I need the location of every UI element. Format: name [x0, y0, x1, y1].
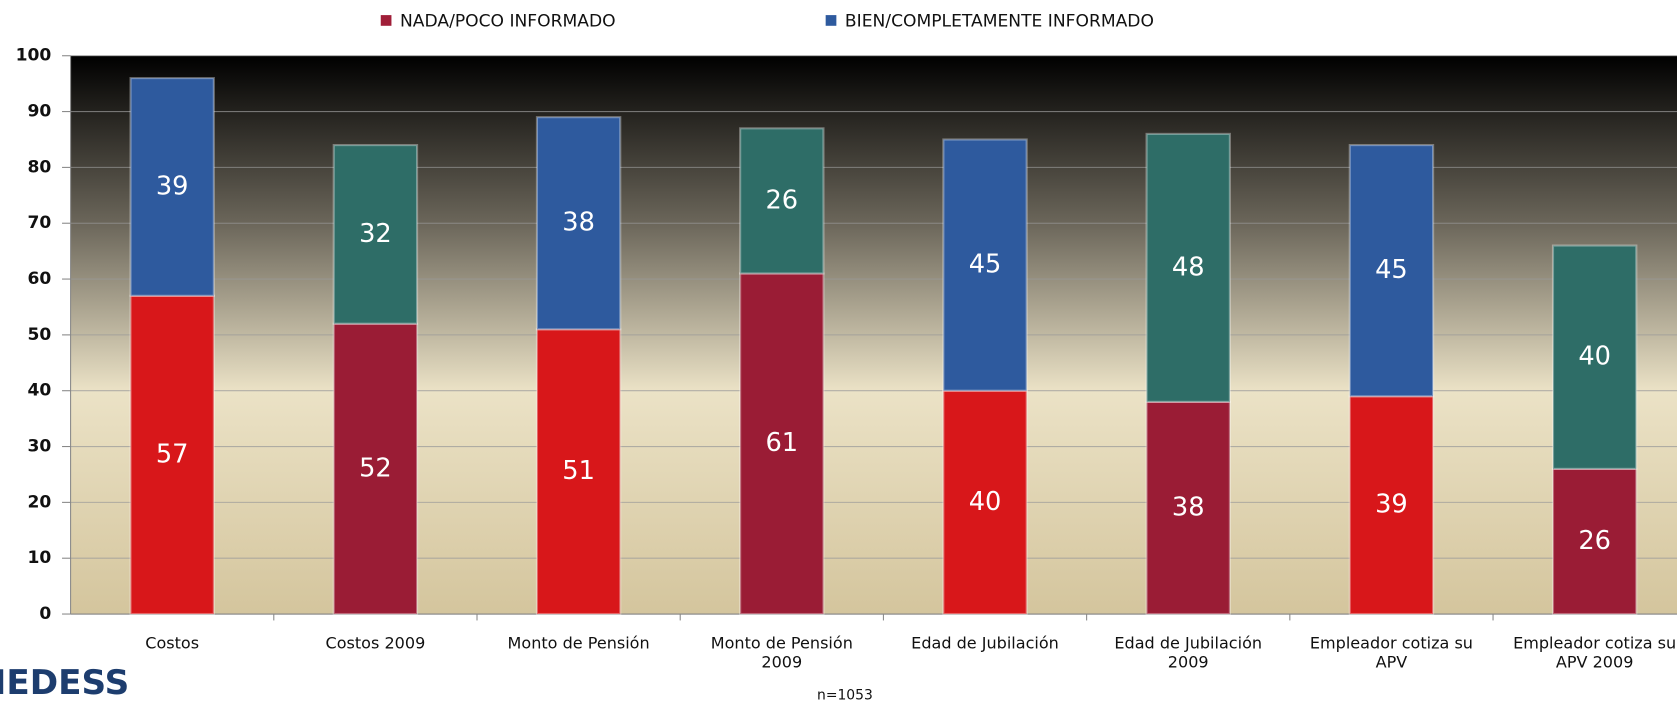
data-label: 51	[562, 456, 595, 486]
y-tick-label: 60	[28, 269, 52, 289]
x-tick-label-box: Monto de Pensión 2009	[710, 633, 853, 672]
y-tick-label: 0	[39, 604, 51, 624]
data-label: 45	[1375, 255, 1408, 285]
data-label: 61	[765, 428, 798, 458]
data-label: 26	[765, 185, 798, 215]
bar-segment	[1145, 132, 1231, 403]
bar-segment	[129, 77, 215, 297]
bar-segment	[942, 138, 1028, 392]
bar-segment	[1348, 395, 1435, 616]
x-tick-label-box: Costos 2009	[325, 633, 426, 653]
y-tick-label: 30	[28, 437, 52, 457]
legend-swatch	[380, 15, 392, 26]
bar-segment	[739, 272, 825, 616]
bar-segment	[332, 322, 419, 616]
x-tick-label: Monto de Pensión	[507, 633, 650, 653]
data-label: 39	[1375, 490, 1408, 520]
y-tick-label: 100	[16, 46, 52, 66]
data-label: 38	[562, 208, 595, 238]
data-label: 32	[359, 219, 392, 249]
y-tick-label: 10	[28, 548, 52, 568]
data-label: 48	[1172, 252, 1205, 282]
bar-segment	[332, 144, 419, 325]
x-tick-label-box: Empleador cotiza su APV 2009	[1513, 633, 1677, 672]
x-tick-label: Costos	[145, 633, 200, 653]
x-tick-label: Edad de Jubilación 2009	[1114, 633, 1263, 672]
x-tick-label: Costos 2009	[325, 633, 426, 653]
y-tick-label: 70	[28, 213, 52, 233]
legend-label: BIEN/COMPLETAMENTE INFORMADO	[845, 12, 1154, 32]
legend-label: NADA/POCO INFORMADO	[400, 12, 616, 32]
data-label: 38	[1172, 492, 1205, 522]
data-label: 57	[156, 439, 189, 469]
x-tick-label: Empleador cotiza su APV	[1309, 633, 1473, 672]
data-label: 45	[969, 250, 1002, 280]
bar-segment	[739, 127, 825, 275]
y-tick-label: 40	[28, 381, 52, 401]
y-tick-label: 20	[28, 492, 52, 512]
x-tick-label: Empleador cotiza su APV 2009	[1513, 633, 1677, 672]
logo: IEDESS	[0, 663, 129, 703]
data-label: 26	[1578, 526, 1611, 556]
x-tick-label-box: Edad de Jubilación	[911, 633, 1059, 653]
data-label: 40	[1578, 342, 1611, 372]
legend-swatch	[825, 15, 837, 26]
y-tick-label: 50	[28, 325, 52, 345]
bar-segment	[129, 294, 215, 616]
data-label: 39	[156, 171, 189, 201]
y-tick-label: 90	[28, 102, 52, 122]
bar-segment	[1145, 400, 1231, 616]
x-tick-label: Edad de Jubilación	[911, 633, 1059, 653]
y-tick-label: 80	[28, 157, 52, 177]
x-tick-label-box: Monto de Pensión	[507, 633, 650, 653]
x-tick-label-box: Costos	[145, 633, 200, 653]
data-label: 40	[969, 487, 1002, 517]
bar-segment	[535, 328, 622, 616]
x-tick-label: Monto de Pensión 2009	[710, 633, 853, 672]
annotation: n=1053	[817, 687, 873, 703]
x-tick-label-box: Empleador cotiza su APV	[1309, 633, 1473, 672]
data-label: 52	[359, 453, 392, 483]
bar-segment	[1348, 144, 1435, 398]
x-tick-label-box: Edad de Jubilación 2009	[1114, 633, 1263, 672]
bar-segment	[535, 116, 622, 331]
bar-segment	[1551, 244, 1638, 470]
